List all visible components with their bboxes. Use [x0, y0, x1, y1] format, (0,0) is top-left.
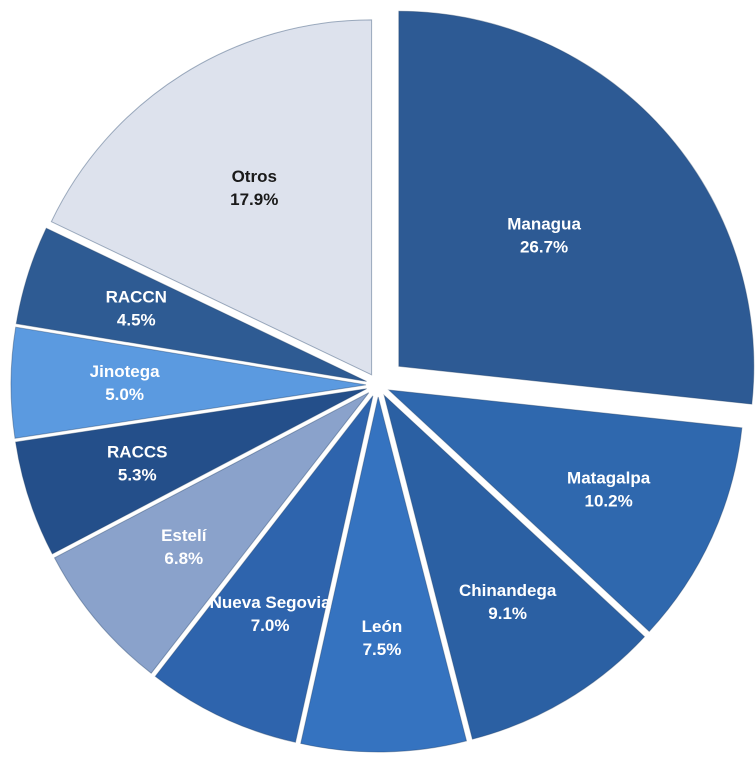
pie-slice — [53, 392, 370, 674]
slice-label: León — [362, 617, 403, 636]
slice-value-label: 4.5% — [117, 310, 156, 329]
slice-value-label: 9.1% — [488, 604, 527, 623]
pie-slice — [300, 396, 468, 753]
slice-label: Matagalpa — [567, 468, 651, 487]
slice-value-label: 10.2% — [585, 491, 633, 510]
slice-label: Nueva Segovia — [210, 593, 331, 612]
slice-label: RACCN — [106, 287, 167, 306]
pie-slice — [15, 388, 367, 555]
slice-value-label: 17.9% — [230, 190, 278, 209]
pie-slice — [15, 227, 367, 382]
pie-slice — [387, 389, 743, 633]
slice-label: Managua — [507, 214, 581, 233]
pie-slice — [10, 326, 367, 439]
slice-label: RACCS — [107, 443, 167, 462]
slice-value-label: 5.0% — [105, 385, 144, 404]
pie-slice — [50, 19, 373, 376]
slice-value-label: 7.5% — [363, 640, 402, 659]
slice-value-label: 6.8% — [164, 549, 203, 568]
pie-slice — [398, 10, 755, 405]
slice-value-label: 26.7% — [520, 237, 568, 256]
slice-label: Otros — [232, 167, 277, 186]
slice-label: Chinandega — [459, 581, 557, 600]
slice-label: Jinotega — [90, 362, 160, 381]
slice-value-label: 5.3% — [118, 466, 157, 485]
pie-slice — [383, 393, 646, 740]
slice-label: Estelí — [161, 526, 208, 545]
slice-value-label: 7.0% — [251, 616, 290, 635]
pie-slice — [154, 395, 374, 743]
